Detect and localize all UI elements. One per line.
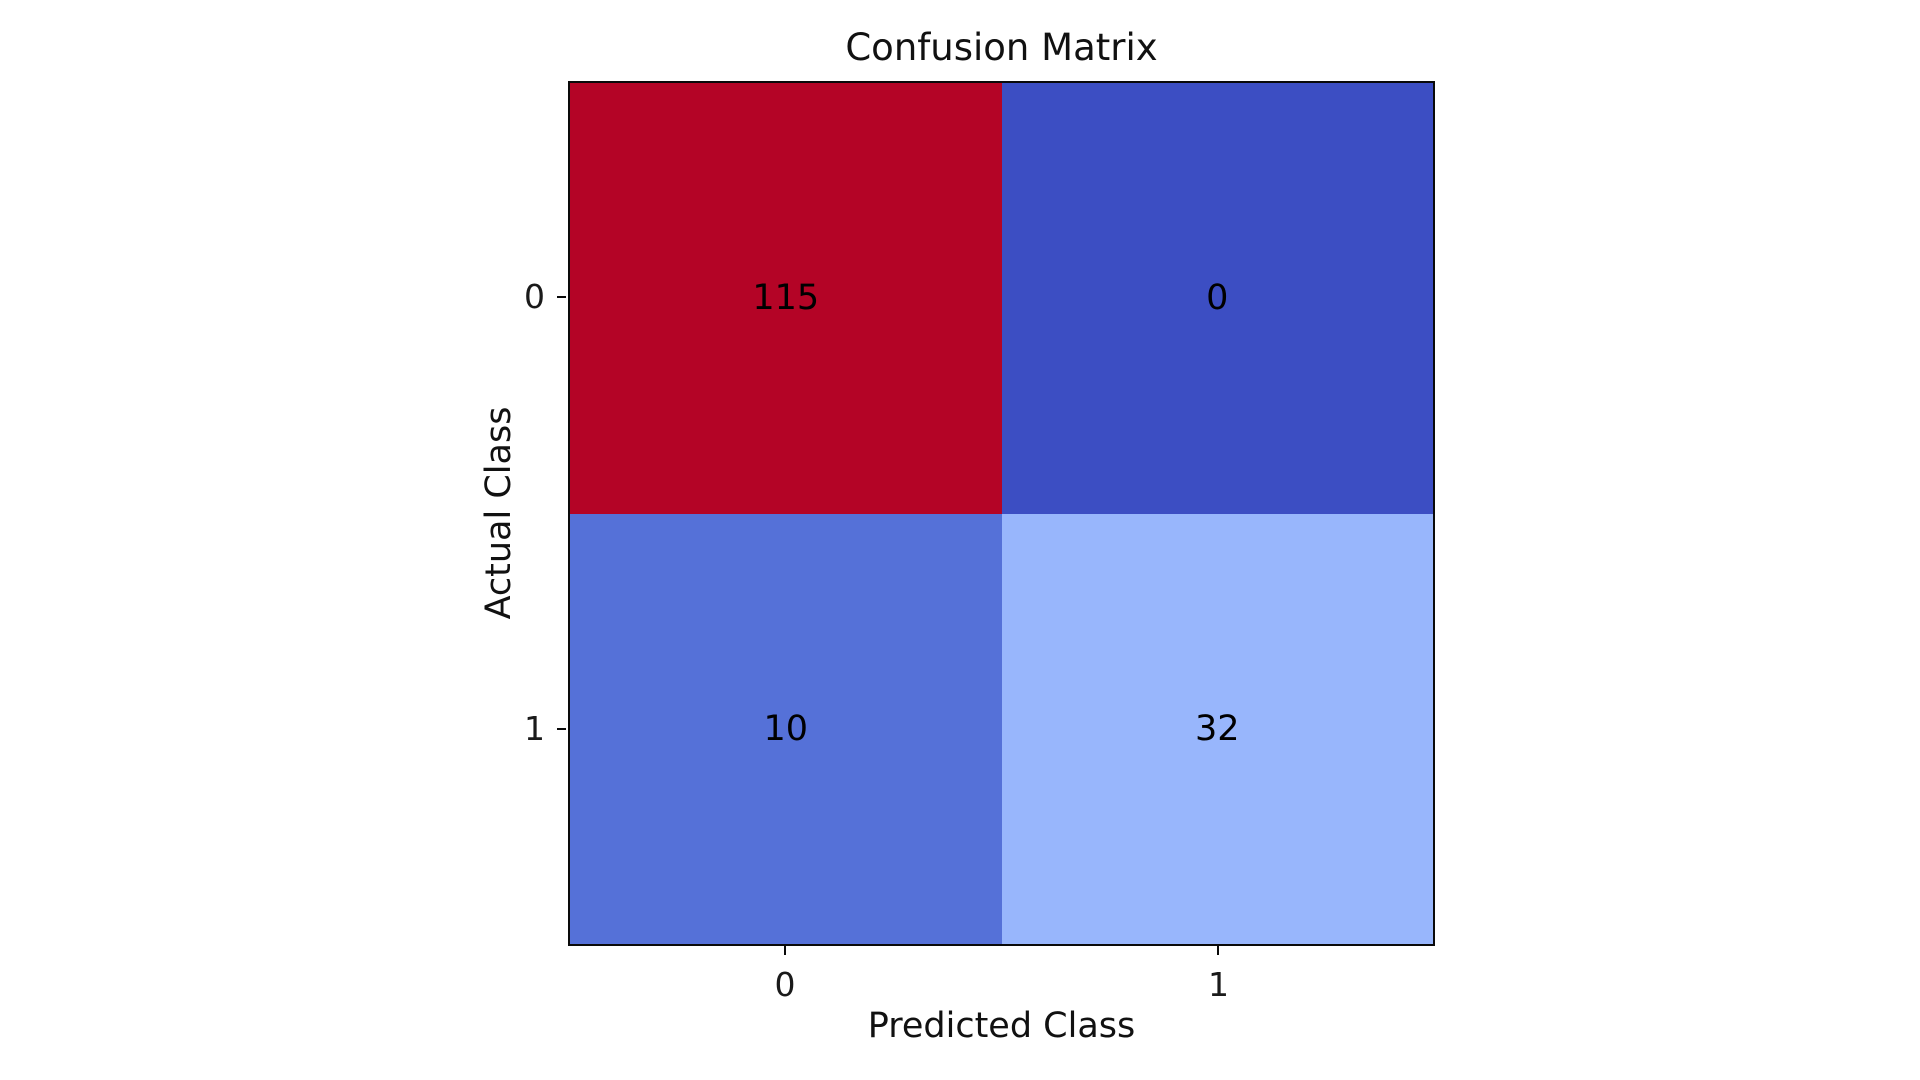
- chart-title: Confusion Matrix: [845, 26, 1158, 69]
- y-axis-label: Actual Class: [478, 406, 519, 620]
- y-axis-tick-label-0: 0: [524, 277, 545, 316]
- x-axis-tick-label-0: 0: [774, 965, 796, 1004]
- x-axis-tick-label-1: 1: [1208, 965, 1229, 1004]
- x-axis-tick-mark-0: [784, 946, 786, 955]
- y-axis-tick-mark-1: [557, 728, 566, 730]
- y-axis-tick-label-1: 1: [524, 709, 545, 748]
- x-axis-label: Predicted Class: [867, 1006, 1136, 1046]
- matrix-cell-actual0-predicted1: 0: [1001, 83, 1433, 514]
- matrix-cell-actual1-predicted1: 32: [1001, 513, 1433, 944]
- x-axis-tick-mark-1: [1217, 946, 1219, 955]
- y-axis-tick-mark-0: [557, 296, 566, 298]
- matrix-cell-actual0-predicted0: 115: [570, 83, 1002, 514]
- heatmap-plot-area: 115 0 10 32: [568, 81, 1435, 946]
- matrix-cell-actual1-predicted0: 10: [570, 513, 1002, 944]
